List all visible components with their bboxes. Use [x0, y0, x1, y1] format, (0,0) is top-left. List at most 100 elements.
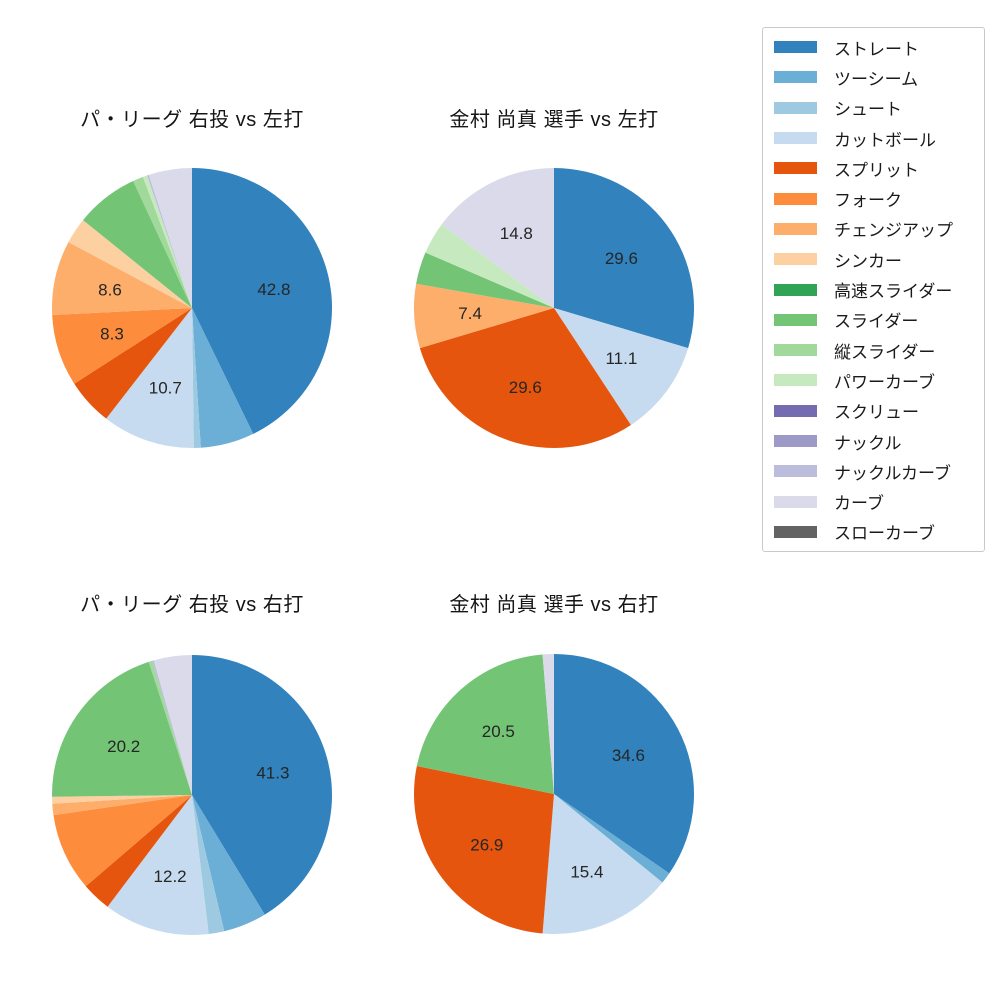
pie-percent-label: 42.8 [257, 280, 290, 299]
legend-item: スプリット [763, 153, 984, 183]
legend-swatch [774, 344, 817, 357]
pie-slice [52, 795, 193, 804]
pie-slice [192, 308, 201, 448]
pie-slice [192, 308, 254, 448]
pie-percent-label: 29.6 [605, 249, 638, 268]
pie-slice [52, 242, 192, 316]
legend-swatch [774, 253, 817, 266]
pie-kanemura-vs-left: 29.6 11.1 29.6 7.4 14.8 [414, 168, 695, 449]
pie-percent-label: 10.7 [149, 379, 182, 398]
legend-label: ストレート [834, 39, 919, 59]
legend-label: スライダー [834, 312, 919, 332]
pie-slice [52, 795, 192, 816]
chart-title-league-right-vs-right: パ・リーグ 右投 vs 右打 [80, 594, 304, 616]
pie-percent-label: 34.6 [612, 746, 645, 765]
pie-percent-label: 20.2 [107, 737, 140, 756]
pie-percent-label: 8.3 [100, 325, 124, 344]
legend-item: スローカーブ [763, 517, 984, 547]
legend-item: スライダー [763, 305, 984, 335]
pie-slice [554, 168, 695, 349]
pie-percent-label: 41.3 [256, 763, 289, 782]
pie-percent-label: 15.4 [570, 862, 603, 881]
legend-label: ナックルカーブ [834, 463, 951, 483]
legend-swatch [774, 465, 817, 478]
pie-slice [153, 655, 192, 795]
legend-item: シンカー [763, 244, 984, 274]
pie-slice [152, 660, 192, 795]
legend-label: シュート [834, 100, 902, 120]
pie-slice [85, 795, 192, 907]
legend-item: シュート [763, 93, 984, 123]
pie-slice [416, 654, 554, 794]
pie-slice [148, 168, 192, 308]
legend-label: カットボール [834, 130, 936, 150]
legend-swatch [774, 435, 817, 447]
pie-percent-label: 14.8 [500, 224, 533, 243]
legend: ストレートツーシームシュートカットボール スプリットフォークチェンジアップシンカー… [762, 27, 985, 553]
legend-item: ツーシーム [763, 62, 984, 92]
legend-label: チェンジアップ [834, 221, 953, 241]
pie-slice [416, 252, 554, 308]
legend-item: スクリュー [763, 396, 984, 426]
chart-title-league-right-vs-left: パ・リーグ 右投 vs 左打 [80, 109, 304, 131]
pie-slice [192, 795, 265, 932]
legend-swatch [774, 192, 817, 205]
pie-slice [192, 795, 225, 934]
pie-league-right-vs-left: 42.8 10.7 8.3 8.6 [52, 168, 333, 449]
pie-league-right-vs-right: 41.3 12.2 20.2 [51, 655, 332, 935]
pie-percent-label: 26.9 [470, 835, 503, 854]
legend-item: カーブ [763, 486, 984, 516]
pie-percent-label: 20.5 [482, 722, 515, 741]
pie-slice [142, 175, 192, 308]
legend-swatch [774, 495, 817, 508]
legend-swatch [774, 71, 817, 84]
pie-slice [52, 308, 193, 384]
pie-slice [542, 794, 663, 934]
pie-slice [147, 174, 192, 308]
legend-swatch [774, 283, 817, 296]
pie-percent-label: 29.6 [509, 378, 542, 397]
pie-slice [192, 168, 333, 434]
legend-item: 高速スライダー [763, 274, 984, 304]
pie-slice [554, 308, 689, 425]
pie-slice [441, 168, 554, 308]
legend-label: スプリット [834, 160, 919, 180]
legend-label: ツーシーム [834, 69, 919, 89]
legend-swatch [774, 162, 817, 175]
pie-slice [107, 795, 209, 935]
legend-label: 縦スライダー [834, 342, 936, 362]
legend-label: パワーカーブ [834, 372, 935, 392]
pie-slice [414, 283, 554, 349]
legend-label: 高速スライダー [834, 282, 953, 302]
pie-slice [148, 660, 192, 795]
legend-swatch [774, 132, 817, 145]
pie-percent-label: 7.4 [458, 304, 482, 323]
legend-swatch [774, 374, 817, 387]
pie-slice [192, 655, 332, 915]
legend-label: スローカーブ [834, 524, 935, 544]
pie-slice [106, 308, 194, 449]
legend-label: ナックル [834, 433, 902, 453]
legend-label: スクリュー [834, 403, 919, 423]
pie-kanemura-vs-right: 34.6 15.4 26.9 20.5 [414, 654, 694, 934]
pie-percent-label: 8.6 [98, 281, 122, 300]
legend-item: 縦スライダー [763, 335, 984, 365]
pie-slice [51, 661, 192, 797]
legend-swatch [774, 222, 817, 235]
legend-item: チェンジアップ [763, 214, 984, 244]
legend-label: フォーク [834, 191, 902, 211]
pie-slice [425, 224, 554, 308]
pie-percent-label: 12.2 [154, 867, 187, 886]
pie-slice [554, 654, 694, 874]
pie-slice [68, 220, 192, 308]
legend-item: カットボール [763, 123, 984, 153]
pie-percent-label: 11.1 [605, 349, 637, 368]
legend-swatch [774, 101, 817, 114]
pie-slice [554, 794, 670, 883]
legend-swatch [774, 525, 817, 538]
pie-slice [414, 766, 554, 934]
legend-item: ナックルカーブ [763, 456, 984, 486]
pie-slice [83, 180, 192, 308]
chart-title-kanemura-vs-right: 金村 尚真 選手 vs 右打 [449, 594, 659, 616]
